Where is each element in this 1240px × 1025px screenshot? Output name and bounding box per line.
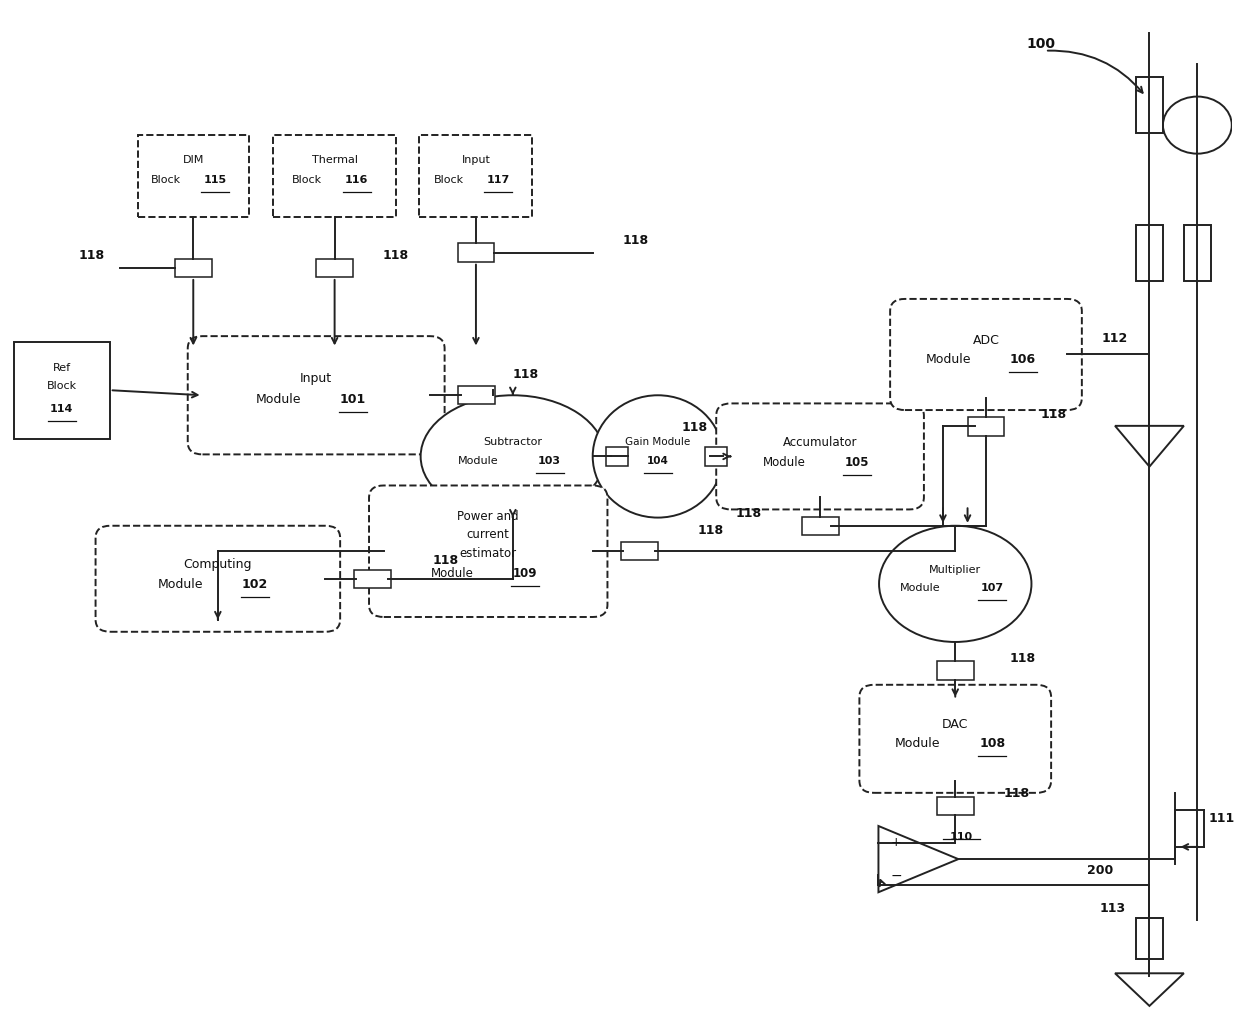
Text: 116: 116 (345, 175, 368, 186)
Text: −: − (890, 868, 901, 883)
Bar (353, 570, 391, 588)
Ellipse shape (420, 396, 605, 518)
Text: estimator: estimator (460, 546, 517, 560)
Bar (1136, 77, 1163, 133)
Text: Module: Module (763, 456, 805, 469)
Text: Block: Block (293, 175, 322, 186)
Text: 108: 108 (980, 737, 1006, 750)
Text: Module: Module (900, 583, 940, 592)
Bar (937, 796, 973, 815)
Text: 118: 118 (383, 249, 409, 262)
Text: Ref: Ref (53, 363, 71, 373)
Text: current: current (466, 529, 510, 541)
Bar (706, 447, 728, 465)
Text: Input: Input (300, 372, 332, 385)
Text: 118: 118 (433, 554, 459, 567)
FancyBboxPatch shape (890, 299, 1081, 410)
Text: Block: Block (151, 175, 181, 186)
Bar (175, 258, 212, 277)
Text: Module: Module (157, 578, 203, 591)
Text: Input: Input (461, 155, 490, 165)
Text: 118: 118 (1040, 408, 1066, 420)
Text: 102: 102 (242, 578, 268, 591)
Text: DAC: DAC (942, 719, 968, 731)
Text: 106: 106 (1009, 353, 1035, 366)
Text: Subtractor: Subtractor (484, 437, 542, 447)
Bar (1136, 224, 1163, 281)
FancyBboxPatch shape (370, 486, 608, 617)
Bar (316, 258, 353, 277)
FancyBboxPatch shape (717, 404, 924, 509)
Bar (967, 417, 1004, 436)
Bar (458, 243, 495, 261)
Bar (273, 135, 396, 217)
Text: 118: 118 (512, 368, 539, 381)
Text: 118: 118 (698, 525, 724, 537)
Bar (1136, 918, 1163, 959)
FancyBboxPatch shape (859, 685, 1052, 793)
Text: 115: 115 (203, 175, 227, 186)
Text: Block: Block (434, 175, 464, 186)
Ellipse shape (593, 396, 723, 518)
Text: 200: 200 (1087, 864, 1114, 876)
Bar (1184, 224, 1211, 281)
Text: Module: Module (255, 393, 301, 406)
Text: Thermal: Thermal (311, 155, 357, 165)
Text: 103: 103 (538, 455, 562, 465)
Bar (458, 386, 495, 405)
Text: 118: 118 (1009, 652, 1035, 665)
FancyBboxPatch shape (95, 526, 340, 631)
Text: +: + (892, 836, 901, 850)
Text: 111: 111 (1209, 812, 1235, 825)
Text: Module: Module (430, 567, 474, 580)
Bar (606, 447, 629, 465)
Text: 107: 107 (981, 583, 1003, 592)
Ellipse shape (879, 526, 1032, 642)
Text: 117: 117 (486, 175, 510, 186)
Text: 105: 105 (844, 456, 869, 469)
Text: 110: 110 (950, 831, 973, 842)
Text: Module: Module (926, 353, 971, 366)
Text: 118: 118 (622, 234, 649, 247)
Text: Accumulator: Accumulator (782, 436, 857, 449)
Text: 104: 104 (647, 455, 668, 465)
Bar (14, 341, 109, 439)
Text: DIM: DIM (182, 155, 203, 165)
Text: Block: Block (47, 381, 77, 392)
Bar (621, 542, 658, 561)
Text: 118: 118 (682, 421, 708, 435)
Text: 114: 114 (50, 404, 73, 413)
Text: 118: 118 (1003, 787, 1029, 801)
Text: Gain Module: Gain Module (625, 437, 691, 447)
Bar (801, 517, 838, 535)
FancyBboxPatch shape (187, 336, 445, 454)
Bar (419, 135, 532, 217)
Text: 109: 109 (513, 567, 537, 580)
Bar (937, 661, 973, 680)
Text: ADC: ADC (972, 334, 999, 346)
Bar (138, 135, 248, 217)
Text: Multiplier: Multiplier (929, 565, 981, 575)
Text: Computing: Computing (184, 558, 252, 571)
Text: 118: 118 (78, 249, 104, 262)
Text: Power and: Power and (458, 510, 520, 523)
Text: Module: Module (458, 455, 498, 465)
Text: 113: 113 (1100, 902, 1126, 914)
Text: Module: Module (895, 737, 940, 750)
Text: 100: 100 (1027, 37, 1055, 50)
Text: 112: 112 (1102, 332, 1128, 344)
Text: 101: 101 (340, 393, 366, 406)
Text: 118: 118 (735, 507, 761, 520)
